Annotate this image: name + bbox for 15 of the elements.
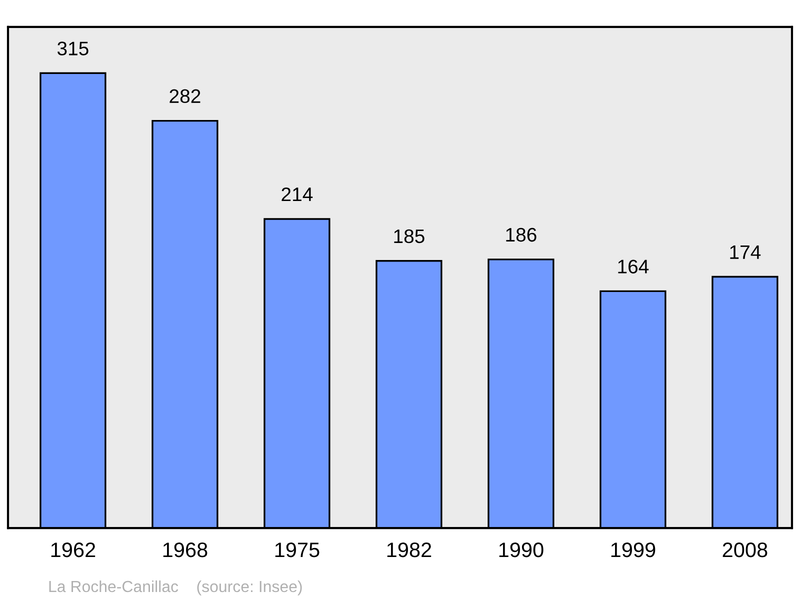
x-tick-label: 1968 bbox=[163, 542, 208, 558]
x-tick-label: 1962 bbox=[51, 542, 96, 558]
x-tick-label: 1990 bbox=[499, 542, 544, 558]
data-label: 174 bbox=[730, 245, 761, 259]
data-label: 282 bbox=[170, 89, 200, 104]
data-label: 185 bbox=[394, 229, 424, 244]
data-label: 315 bbox=[57, 42, 88, 56]
data-label: 214 bbox=[282, 187, 313, 202]
x-tick-label: 1975 bbox=[275, 542, 320, 558]
data-label: 164 bbox=[618, 260, 649, 274]
x-tick-label: 2008 bbox=[722, 542, 768, 558]
x-tick-label: 1999 bbox=[611, 542, 656, 558]
x-tick-label: 1982 bbox=[387, 542, 432, 558]
text: La Roche-Canillac (source: Insee) bbox=[49, 580, 302, 596]
data-label: 186 bbox=[506, 228, 536, 242]
